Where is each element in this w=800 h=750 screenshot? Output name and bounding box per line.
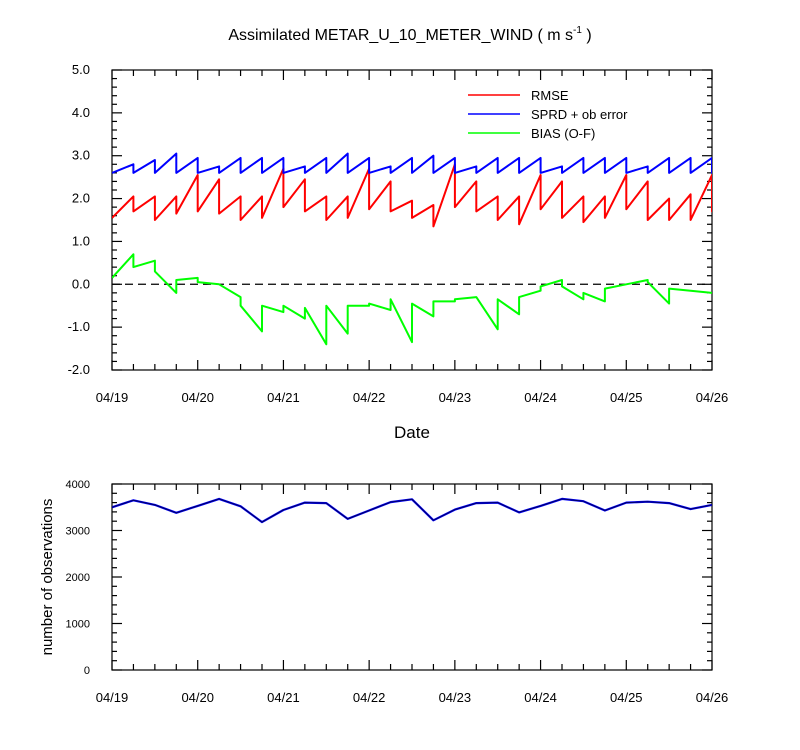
- x-tick-label: 04/19: [96, 690, 129, 705]
- series-line-sprd-ob-error: [112, 152, 712, 174]
- x-tick-label: 04/24: [524, 690, 557, 705]
- y-tick-label: 4000: [66, 479, 90, 491]
- x-tick-label: 04/26: [696, 690, 729, 705]
- y-tick-label: 3.0: [72, 148, 90, 163]
- top-chart: Assimilated METAR_U_10_METER_WIND ( m s-…: [68, 25, 729, 442]
- legend-label: SPRD + ob error: [531, 107, 628, 122]
- x-tick-label: 04/25: [610, 690, 643, 705]
- x-tick-label: 04/25: [610, 390, 643, 405]
- bottom-axes: 04/19 04/20 04/21 04/22 04/23 04/24 04/25 04/26…: [66, 479, 729, 705]
- y-tick-label: 5.0: [72, 62, 90, 77]
- y-tick-label: 3000: [66, 526, 90, 538]
- top-series-layer: [112, 152, 712, 346]
- x-tick-label: 04/19: [96, 390, 129, 405]
- x-axis-label: Date: [394, 423, 430, 442]
- y-tick-label: 0.0: [72, 276, 90, 291]
- x-tick-label: 04/23: [439, 390, 472, 405]
- y-tick-label: 1.0: [72, 233, 90, 248]
- x-tick-label: 04/21: [267, 690, 300, 705]
- y-tick-label: 4.0: [72, 105, 90, 120]
- legend-label: BIAS (O-F): [531, 126, 595, 141]
- y-tick-label: 0: [84, 665, 90, 677]
- bottom-chart: 04/19 04/20 04/21 04/22 04/23 04/24 04/25 04/26…: [39, 479, 728, 705]
- plot-frame: [111, 483, 713, 671]
- series-line-bias-o-f: [112, 253, 712, 346]
- x-tick-label: 04/26: [696, 390, 729, 405]
- series-line-rmse: [112, 163, 712, 228]
- x-tick-label: 04/21: [267, 390, 300, 405]
- series-line-observations-overlay: [112, 498, 712, 523]
- y-tick-label: 2000: [66, 572, 90, 584]
- y-axis-label-observations: number of observations: [39, 499, 56, 656]
- series-line-observations: [112, 497, 712, 524]
- top-axes: 04/19 04/20 04/21 04/22 04/23 04/24 04/25 04/26…: [68, 62, 729, 405]
- x-tick-label: 04/22: [353, 690, 386, 705]
- bottom-series-layer: [112, 497, 712, 524]
- y-tick-label: 1000: [66, 619, 90, 631]
- y-tick-label: 2.0: [72, 191, 90, 206]
- y-tick-label: -1.0: [68, 319, 90, 334]
- y-tick-label: -2.0: [68, 362, 90, 377]
- x-tick-label: 04/22: [353, 390, 386, 405]
- legend: RMSE SPRD + ob error BIAS (O-F): [468, 88, 628, 141]
- chart-title: Assimilated METAR_U_10_METER_WIND ( m s-…: [228, 25, 591, 44]
- x-tick-label: 04/20: [181, 390, 214, 405]
- x-tick-label: 04/20: [181, 690, 214, 705]
- legend-label: RMSE: [531, 88, 569, 103]
- x-tick-label: 04/24: [524, 390, 557, 405]
- x-tick-label: 04/23: [439, 690, 472, 705]
